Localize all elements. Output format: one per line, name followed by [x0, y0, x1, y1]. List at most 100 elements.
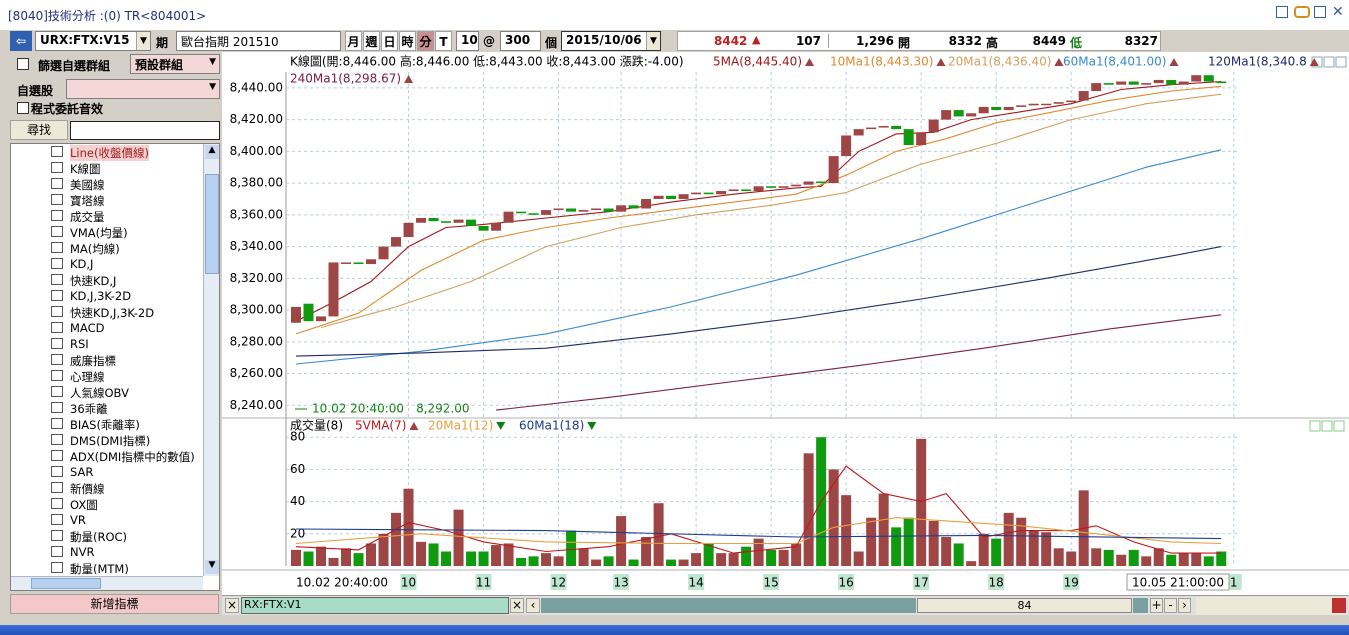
- volume-bar: [753, 538, 764, 566]
- checkbox[interactable]: [17, 58, 29, 70]
- drawing-tools[interactable]: [1196, 597, 1346, 615]
- indicator-item[interactable]: ADX(DMI指標中的數值): [70, 450, 195, 464]
- indicator-item[interactable]: VR: [70, 513, 86, 527]
- volume-bar: [503, 543, 514, 566]
- indicator-item[interactable]: SAR: [70, 465, 94, 479]
- x-tick-bg: [838, 574, 855, 590]
- scroll-right[interactable]: ›: [1178, 598, 1191, 613]
- scroll-left[interactable]: ‹: [526, 598, 540, 613]
- count[interactable]: 10: [456, 31, 479, 51]
- y-tick-label: 8,320.00: [230, 271, 283, 285]
- scroll-up[interactable]: ▲: [205, 145, 219, 159]
- add-indicator-button[interactable]: 新增指標: [10, 594, 219, 614]
- indicator-item[interactable]: 寶塔線: [70, 194, 105, 208]
- indicator-item[interactable]: 動量(MTM): [70, 562, 129, 576]
- watchlist-select[interactable]: ▼: [66, 79, 220, 99]
- h-scrollbar[interactable]: [11, 576, 203, 590]
- back-button[interactable]: ⇦: [10, 31, 32, 51]
- volume-bar: [1203, 556, 1214, 566]
- ma-line: [496, 314, 1222, 411]
- period-button[interactable]: 月: [345, 31, 362, 51]
- x-tick-bg: [1063, 574, 1080, 590]
- indicator-icon: [51, 370, 63, 381]
- period-button[interactable]: 時: [399, 31, 416, 51]
- indicator-item[interactable]: NVR: [70, 545, 95, 559]
- scroll-thumb[interactable]: [205, 174, 219, 274]
- bars[interactable]: 300: [500, 31, 541, 51]
- zoom-in[interactable]: +: [1150, 598, 1163, 613]
- tool-button[interactable]: [1332, 598, 1346, 613]
- checkbox[interactable]: [17, 102, 29, 114]
- low: 8327: [1124, 34, 1158, 48]
- panel-button[interactable]: [1309, 420, 1321, 432]
- volume-bar: [416, 541, 427, 566]
- indicator-item[interactable]: MA(均線): [70, 242, 120, 256]
- indicator-item[interactable]: Line(收盤價線): [70, 145, 149, 161]
- indicator-item[interactable]: MACD: [70, 321, 105, 335]
- date-input[interactable]: 2015/10/06 ▼: [561, 31, 661, 51]
- indicator-item[interactable]: KD,J: [70, 257, 94, 271]
- scroll-down[interactable]: ▼: [205, 560, 219, 574]
- window-button[interactable]: [1276, 6, 1288, 18]
- search-input[interactable]: [70, 121, 220, 140]
- indicator-item[interactable]: 快速KD,J: [70, 274, 117, 288]
- close-tab[interactable]: ×: [510, 598, 524, 613]
- volume-bar: [478, 551, 489, 566]
- indicator-item[interactable]: OX圖: [70, 498, 98, 512]
- dropdown[interactable]: ▼: [136, 32, 150, 50]
- high: 8449: [1032, 34, 1066, 48]
- window-button[interactable]: [1314, 6, 1326, 18]
- cursor-label: 10.05 21:00:00: [1132, 576, 1224, 590]
- x-tick-bg: [1225, 574, 1242, 590]
- window-button[interactable]: [1294, 6, 1310, 18]
- symbol-input[interactable]: URX:FTX:V15 ▼: [35, 31, 151, 51]
- search-label[interactable]: 尋找: [10, 120, 68, 140]
- legend-arrow: [1309, 58, 1319, 66]
- indicator-item[interactable]: RSI: [70, 337, 89, 351]
- indicator-item[interactable]: DMS(DMI指標): [70, 434, 151, 448]
- indicator-item[interactable]: 人氣線OBV: [70, 386, 129, 400]
- volume-bar: [328, 557, 339, 566]
- indicator-item[interactable]: KD,J,3K-2D: [70, 289, 132, 303]
- indicator-item[interactable]: 36乖離: [70, 402, 108, 416]
- indicator-item[interactable]: 成交量: [70, 210, 105, 224]
- period-button[interactable]: T: [435, 31, 452, 51]
- dropdown[interactable]: ▼: [209, 82, 216, 92]
- panel-button[interactable]: [1333, 420, 1345, 432]
- dropdown[interactable]: ▼: [209, 57, 216, 67]
- scrollbar[interactable]: ▲ ▼: [203, 144, 219, 576]
- x-tick-label: 18: [989, 576, 1004, 590]
- legend-entry: 10Ma1(8,443.30): [830, 55, 933, 69]
- indicator-item[interactable]: BIAS(乖離率): [70, 418, 140, 432]
- candle-body: [328, 262, 339, 317]
- indicator-item[interactable]: VMA(均量): [70, 226, 128, 240]
- panel-button[interactable]: [1323, 56, 1335, 68]
- window-title: [8040]技術分析 :(0) TR<804001>: [8, 9, 207, 23]
- scroll-track[interactable]: [541, 598, 916, 613]
- scroll-thumb[interactable]: 84: [917, 598, 1132, 613]
- period-button[interactable]: 分: [417, 31, 434, 51]
- indicator-item[interactable]: 動量(ROC): [70, 530, 128, 544]
- scroll-thumb[interactable]: [31, 578, 101, 589]
- candle-body: [928, 119, 939, 133]
- panel-button[interactable]: [1335, 56, 1347, 68]
- close-tab[interactable]: ×: [225, 598, 239, 613]
- dropdown[interactable]: ▼: [646, 32, 660, 50]
- x-tick-bg: [475, 574, 492, 590]
- indicator-item[interactable]: 快速KD,J,3K-2D: [70, 306, 155, 320]
- zoom-out[interactable]: -: [1164, 598, 1177, 613]
- indicator-item[interactable]: 威廉指標: [70, 354, 116, 368]
- tab[interactable]: RX:FTX:V1: [241, 597, 509, 614]
- scroll-track[interactable]: [1133, 598, 1148, 613]
- indicator-item[interactable]: 美國線: [70, 178, 105, 192]
- close-button[interactable]: ✕: [1332, 4, 1344, 20]
- indicator-item[interactable]: 心理線: [70, 370, 105, 384]
- period-button[interactable]: 日: [381, 31, 398, 51]
- indicator-item[interactable]: K線圖: [70, 162, 101, 176]
- panel-button[interactable]: [1321, 420, 1333, 432]
- period-button[interactable]: 週: [363, 31, 380, 51]
- taskbar: [0, 625, 1349, 635]
- x-tick-bg: [688, 574, 705, 590]
- group-select[interactable]: 預設群組 ▼: [130, 54, 220, 74]
- indicator-item[interactable]: 新價線: [70, 482, 105, 496]
